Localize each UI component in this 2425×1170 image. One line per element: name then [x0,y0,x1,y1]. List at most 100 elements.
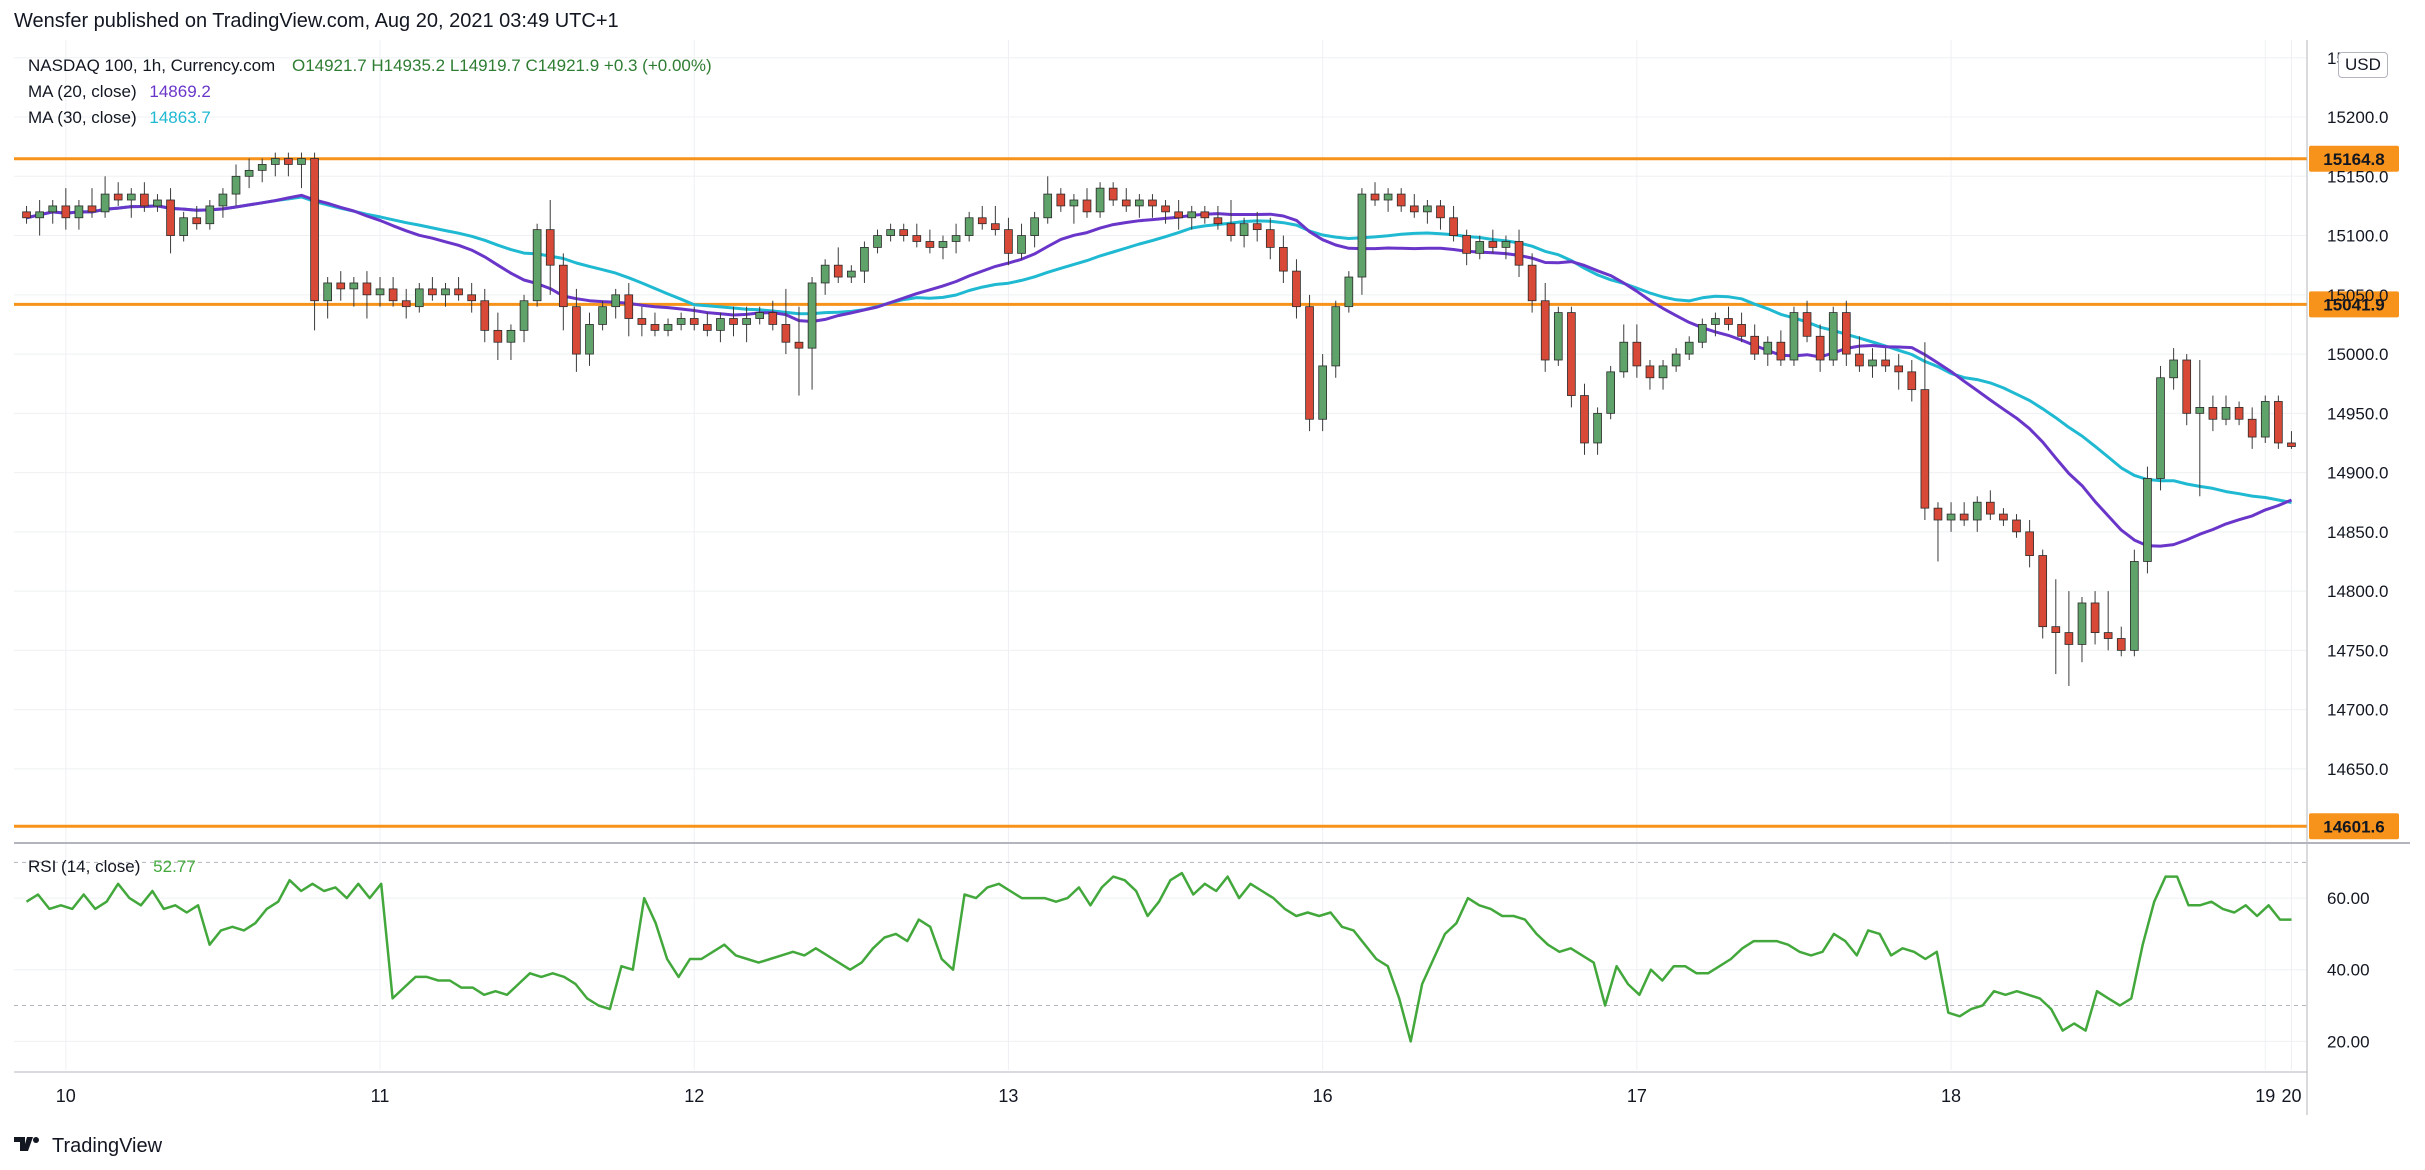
candle [1082,188,1092,218]
chart-svg[interactable]: 15164.8 15041.9 14601.6 14650.0 14700.0 1475… [14,40,2410,1120]
price-tick-label: 14850.0 [2327,523,2388,542]
price-tick-label: 15150.0 [2327,167,2388,186]
candle-body [1684,341,1694,355]
candle-body [1069,199,1079,207]
candle-body [153,199,162,207]
candle [2090,591,2100,645]
candle-body [1776,341,1786,361]
candle-body [755,312,765,319]
candle-body [1724,318,1733,325]
candle [1802,300,1812,343]
candle [833,247,843,283]
candle-body [100,193,110,213]
candle [1488,229,1498,254]
candle [860,241,869,283]
legend-ma30-row[interactable]: MA (30, close) 14863.7 [28,108,211,128]
candle-body [716,318,725,331]
candle [912,223,922,248]
candle [624,282,634,337]
candle-body [179,217,188,236]
candle-body [938,241,948,248]
candle-body [650,324,660,331]
candle [2038,549,2048,639]
candle [1750,324,1760,360]
candle-body [1815,335,1825,361]
candle [179,211,188,242]
candle-body [284,158,293,165]
candle-body [414,288,424,308]
candle [807,277,817,390]
candle [1383,188,1393,212]
candle [886,223,895,242]
candle-body [1423,205,1432,213]
candle [2247,407,2257,449]
candle-body [1030,217,1039,236]
candle [1737,312,1746,343]
price-tick-label: 14800.0 [2327,582,2388,601]
candle [1030,211,1039,248]
candle [899,223,909,242]
currency-button[interactable]: USD [2338,52,2388,78]
legend-rsi-row[interactable]: RSI (14, close) 52.77 [28,857,196,877]
legend-ma20-row[interactable]: MA (20, close) 14869.2 [28,82,211,102]
candle [1697,318,1707,349]
candle-body [2064,632,2074,645]
candle [1567,306,1576,408]
candle-body [1711,318,1720,325]
candle-body [493,329,503,343]
level-price-tag [2309,145,2399,172]
candle [1213,205,1223,230]
candle [2274,395,2283,449]
candle [1763,336,1773,366]
candle-body [323,282,332,302]
candle [428,277,437,301]
candle [1462,229,1471,266]
candle [323,277,332,319]
candle-body [1842,312,1851,355]
candle [585,312,594,366]
candle [74,200,84,230]
candle-body [192,217,202,225]
candle [22,205,31,224]
candle-body [22,211,31,219]
candle-body [375,288,385,296]
legend-symbol-row[interactable]: NASDAQ 100, 1h, Currency.com O14921.7 H1… [28,56,712,76]
footer: TradingView [14,1133,162,1159]
date-tick-label: 17 [1627,1086,1647,1106]
candle [126,188,136,218]
candle [2156,365,2165,491]
candle [257,158,267,183]
candle-body [1318,365,1327,420]
candle-body [572,306,581,355]
candle [1986,490,1995,520]
grid-layer [14,40,2306,1070]
candle-body [899,229,909,236]
candle [1580,383,1589,455]
candle [1907,360,1917,402]
candle [1200,205,1210,224]
candle-body [1501,241,1511,248]
candle [2182,354,2192,426]
candle-body [1292,270,1301,308]
candle-body [74,205,84,219]
candle-body [598,306,607,325]
candle-body [480,300,490,331]
candle-body [2195,407,2205,414]
candle [1292,259,1301,319]
candle [1056,188,1066,212]
candle [1606,365,1616,420]
chart-area[interactable]: 15164.8 15041.9 14601.6 14650.0 14700.0 1475… [14,40,2410,1120]
candle-body [532,229,542,302]
candle-body [964,217,974,236]
candle-body [1763,341,1773,355]
candle [166,188,175,254]
candle [1370,182,1380,206]
candle-body [1580,395,1589,444]
candle-body [1331,306,1341,367]
candle-body [388,288,398,302]
candle-body [1553,312,1563,361]
price-tick-label: 15200.0 [2327,108,2388,127]
moving-averages-layer [26,193,2293,548]
candle-body [297,158,306,165]
footer-brand[interactable]: TradingView [52,1134,163,1157]
